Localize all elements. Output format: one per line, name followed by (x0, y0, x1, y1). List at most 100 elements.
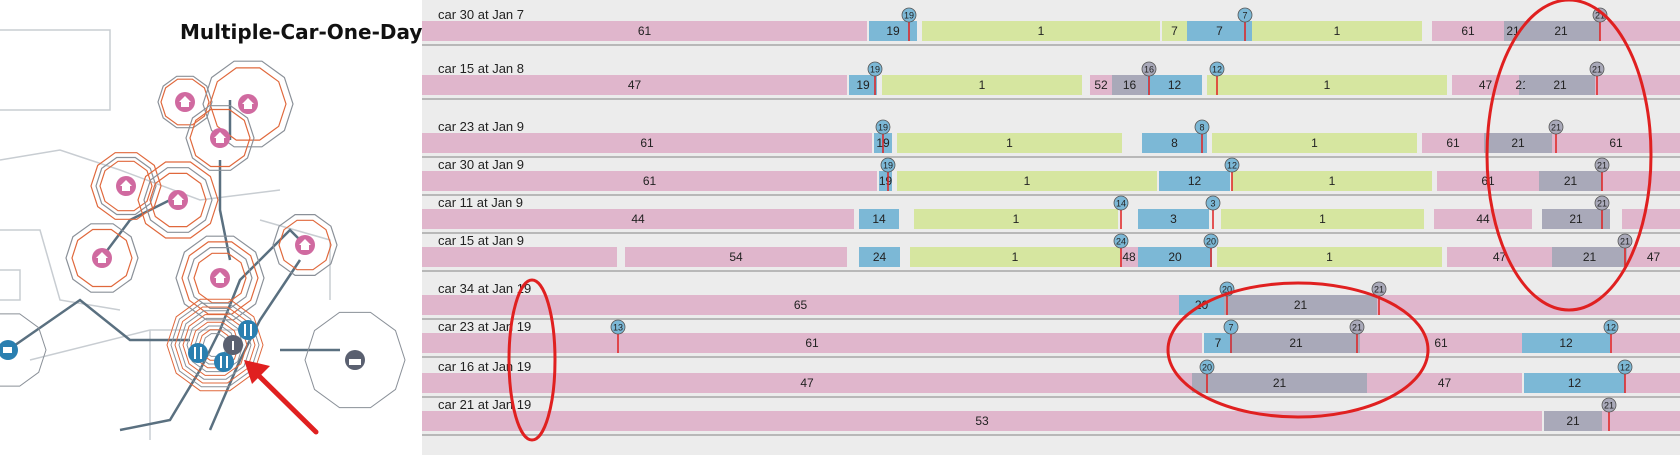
marker-label: 21 (1604, 401, 1614, 411)
marker-badge (1349, 319, 1365, 335)
home-ring (187, 247, 253, 309)
cluster-ring (166, 298, 264, 392)
segment-pink (1595, 75, 1680, 95)
segment-gray (1542, 209, 1610, 229)
segment-label: 21 (1294, 298, 1308, 312)
road (218, 160, 232, 261)
segment-label: 3 (1170, 212, 1177, 226)
segment-label: 7 (1171, 24, 1178, 38)
marker-label: 12 (1212, 65, 1222, 75)
home-ring (189, 108, 251, 168)
home-ring (65, 223, 139, 293)
marker-badge (867, 61, 883, 77)
home-ring (137, 161, 219, 239)
segment-label: 1 (1013, 212, 1020, 226)
home-ring (157, 75, 213, 129)
marker-badge (1594, 195, 1610, 211)
marker-label: 12 (1620, 363, 1630, 373)
segment-blue (1524, 373, 1625, 393)
home-icon (168, 190, 188, 210)
segment-blue (1204, 333, 1232, 353)
marker-badge (1617, 233, 1633, 249)
marker-badge (875, 119, 891, 135)
segment-blue (1159, 171, 1230, 191)
home-glyph (214, 272, 226, 283)
segment-pink (422, 373, 1192, 393)
home-ring (99, 160, 153, 212)
coffee-ring (0, 313, 47, 387)
marker-label: 8 (1199, 123, 1204, 133)
segment-label: 12 (1168, 78, 1182, 92)
road (99, 198, 171, 261)
street-outline (259, 219, 331, 300)
home-icon (116, 176, 136, 196)
segment-label: 1 (1324, 78, 1331, 92)
segment-blue (859, 247, 900, 267)
highlight-ellipse-middle (1166, 281, 1430, 419)
marker-badge (1592, 7, 1608, 23)
home-ring (143, 167, 213, 233)
marker-label: 21 (1620, 237, 1630, 247)
segment-label: 8 (1171, 136, 1178, 150)
marker-label: 16 (1144, 65, 1154, 75)
segment-pink (1120, 247, 1138, 267)
segment-pink (1625, 373, 1680, 393)
segment-label: 44 (1476, 212, 1490, 226)
segment-label: 21 (1564, 174, 1578, 188)
marker-label: 24 (1116, 237, 1126, 247)
map-view[interactable] (0, 0, 420, 455)
segment-label: 1 (1024, 174, 1031, 188)
home-icon (238, 94, 258, 114)
segment-pink (422, 133, 872, 153)
segment-pink (1552, 133, 1680, 153)
info-glyph (232, 341, 234, 350)
segment-label: 44 (631, 212, 645, 226)
cluster-ring (174, 306, 256, 384)
segment-gray (1484, 133, 1552, 153)
segment-pink (1610, 333, 1680, 353)
highlight-ellipse-left (507, 278, 557, 442)
segment-green (897, 171, 1157, 191)
segment-pink (422, 75, 847, 95)
segment-label: 20 (1168, 250, 1182, 264)
marker-label: 13 (613, 323, 623, 333)
marker-label: 19 (870, 65, 880, 75)
fork-glyph (244, 324, 246, 336)
segment-pink (1432, 21, 1504, 41)
segment-label: 16 (1123, 78, 1137, 92)
fork-knife-icon (238, 320, 258, 340)
info-icon (223, 335, 243, 355)
row-label: car 34 at Jan 19 (438, 281, 531, 296)
pointer-arrow (252, 369, 319, 435)
segment-label: 47 (1438, 376, 1452, 390)
segment-pink (1422, 133, 1484, 153)
marker-label: 3 (1210, 199, 1215, 209)
home-glyph (214, 132, 226, 143)
marker-badge (1113, 195, 1129, 211)
segment-label: 61 (1609, 136, 1623, 150)
home-glyph (120, 180, 132, 191)
marker-label: 21 (1597, 199, 1607, 209)
home-ring (71, 228, 133, 288)
segment-label: 1 (1326, 250, 1333, 264)
segment-label: 47 (1493, 250, 1507, 264)
cluster-ring (178, 310, 252, 380)
row-label: car 15 at Jan 9 (438, 233, 524, 248)
segment-green (1252, 21, 1422, 41)
road (218, 228, 306, 331)
segment-pink (422, 333, 1202, 353)
segment-pink (1434, 209, 1532, 229)
home-icon (175, 92, 195, 112)
road (7, 298, 190, 352)
home-glyph (299, 239, 311, 250)
segment-label: 52 (1094, 78, 1108, 92)
marker-label: 20 (1222, 285, 1232, 295)
marker-badge (1223, 319, 1239, 335)
segment-blue (849, 75, 877, 95)
segment-label: 19 (856, 78, 870, 92)
segment-label: 47 (1479, 78, 1493, 92)
segment-label: 47 (1647, 250, 1661, 264)
